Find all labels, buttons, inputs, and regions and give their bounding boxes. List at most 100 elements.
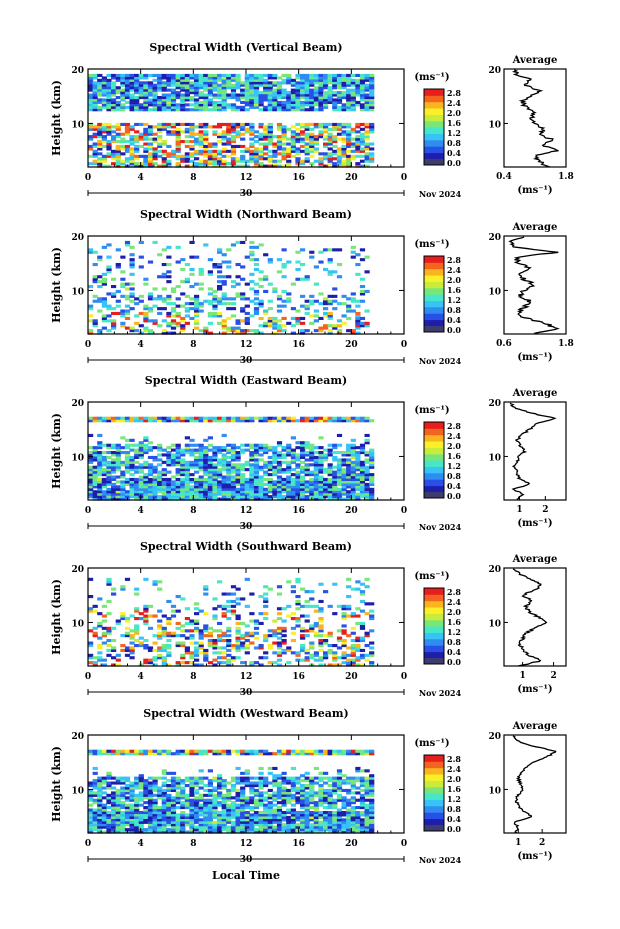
heatmap-cell xyxy=(203,125,209,129)
heatmap-cell xyxy=(207,788,213,792)
heatmap-cell xyxy=(244,81,250,85)
heatmap-cell xyxy=(170,806,177,810)
heatmap-cell xyxy=(124,93,131,97)
heatmap-cell xyxy=(157,458,163,462)
heatmap-cell xyxy=(124,619,131,623)
heatmap-cell xyxy=(161,152,167,156)
heatmap-cell xyxy=(318,88,324,92)
heatmap-cell xyxy=(336,125,343,129)
heatmap-cell xyxy=(267,629,273,633)
heatmap-cell xyxy=(143,81,149,85)
heatmap-cell xyxy=(276,108,283,112)
heatmap-cell xyxy=(235,614,241,618)
heatmap-cell xyxy=(240,154,246,158)
heatmap-cell xyxy=(101,125,107,129)
heatmap-cell xyxy=(327,311,333,315)
heatmap-cell xyxy=(92,108,98,112)
heatmap-cell xyxy=(147,781,154,785)
heatmap-cell xyxy=(88,78,94,82)
heatmap-cell xyxy=(323,127,329,131)
heatmap-cell xyxy=(198,125,204,129)
heatmap-cell xyxy=(355,646,361,650)
average-y-tick-label: 10 xyxy=(488,120,501,130)
heatmap-cell xyxy=(355,492,361,496)
heatmap-cell xyxy=(253,267,260,271)
heatmap-cell xyxy=(92,446,98,450)
heatmap-cell xyxy=(240,443,246,447)
heatmap-cell xyxy=(120,81,126,85)
heatmap-cell xyxy=(207,779,213,783)
heatmap-cell xyxy=(106,455,112,459)
heatmap-cell xyxy=(272,492,278,496)
heatmap-cell xyxy=(318,460,324,464)
heatmap-cell xyxy=(244,634,250,638)
heatmap-cell xyxy=(152,98,158,102)
heatmap-cell xyxy=(249,132,255,136)
y-tick-label: 10 xyxy=(71,619,84,629)
heatmap-cell xyxy=(276,629,283,633)
heatmap-cell xyxy=(276,653,283,657)
heatmap-cell xyxy=(97,473,103,477)
heatmap-cell xyxy=(129,480,135,484)
heatmap-cell xyxy=(217,604,223,608)
heatmap-cell xyxy=(286,81,292,85)
heatmap-cell xyxy=(341,497,347,501)
heatmap-cell xyxy=(350,149,356,153)
heatmap-cell xyxy=(207,103,213,107)
heatmap-cell xyxy=(194,820,200,824)
heatmap-cell xyxy=(152,648,158,652)
heatmap-cell xyxy=(300,88,306,92)
heatmap-cell xyxy=(258,93,264,97)
heatmap-cell xyxy=(276,147,283,151)
heatmap-cell xyxy=(346,91,352,95)
heatmap-cell xyxy=(318,609,324,613)
heatmap-cell xyxy=(180,634,186,638)
heatmap-cell xyxy=(304,458,310,462)
heatmap-cell xyxy=(124,122,131,126)
heatmap-cell xyxy=(295,162,301,166)
heatmap-cell xyxy=(359,135,366,139)
heatmap-cell xyxy=(88,465,94,469)
heatmap-cell xyxy=(194,302,200,306)
heatmap-cell xyxy=(300,103,306,107)
heatmap-cell xyxy=(272,159,278,163)
heatmap-cell xyxy=(272,641,278,645)
heatmap-cell xyxy=(207,76,213,80)
heatmap-cell xyxy=(249,76,255,80)
x-tick-label: 20 xyxy=(345,672,358,682)
heatmap-cell xyxy=(111,451,117,455)
heatmap-cell xyxy=(281,91,287,95)
heatmap-cell xyxy=(88,820,94,824)
heatmap-cell xyxy=(240,157,246,161)
heatmap-cell xyxy=(304,100,310,104)
heatmap-cell xyxy=(124,304,131,308)
heatmap-cell xyxy=(364,458,370,462)
heatmap-cell xyxy=(290,480,296,484)
heatmap-cell xyxy=(346,309,352,313)
heatmap-cell xyxy=(327,314,333,318)
heatmap-cell xyxy=(226,617,232,621)
heatmap-cell xyxy=(88,144,94,148)
heatmap-cell xyxy=(230,130,237,134)
heatmap-cell xyxy=(194,781,200,785)
heatmap-cell xyxy=(111,162,117,166)
heatmap-cell xyxy=(97,433,103,437)
heatmap-cell xyxy=(230,147,237,151)
heatmap-cell xyxy=(92,813,98,817)
heatmap-cell xyxy=(97,788,103,792)
heatmap-cell xyxy=(115,103,121,107)
heatmap-cell xyxy=(92,458,98,462)
heatmap-cell xyxy=(207,641,213,645)
heatmap-cell xyxy=(166,125,172,129)
heatmap-cell xyxy=(235,78,241,82)
heatmap-cell xyxy=(309,96,315,100)
heatmap-cell xyxy=(157,98,163,102)
heatmap-cell xyxy=(253,311,260,315)
heatmap-cell xyxy=(217,458,223,462)
heatmap-cell xyxy=(253,470,260,474)
heatmap-cell xyxy=(323,480,329,484)
heatmap-cell xyxy=(355,316,361,320)
heatmap-cell xyxy=(226,451,232,455)
heatmap-cell xyxy=(97,164,103,168)
y-tick-label: 20 xyxy=(71,399,84,409)
